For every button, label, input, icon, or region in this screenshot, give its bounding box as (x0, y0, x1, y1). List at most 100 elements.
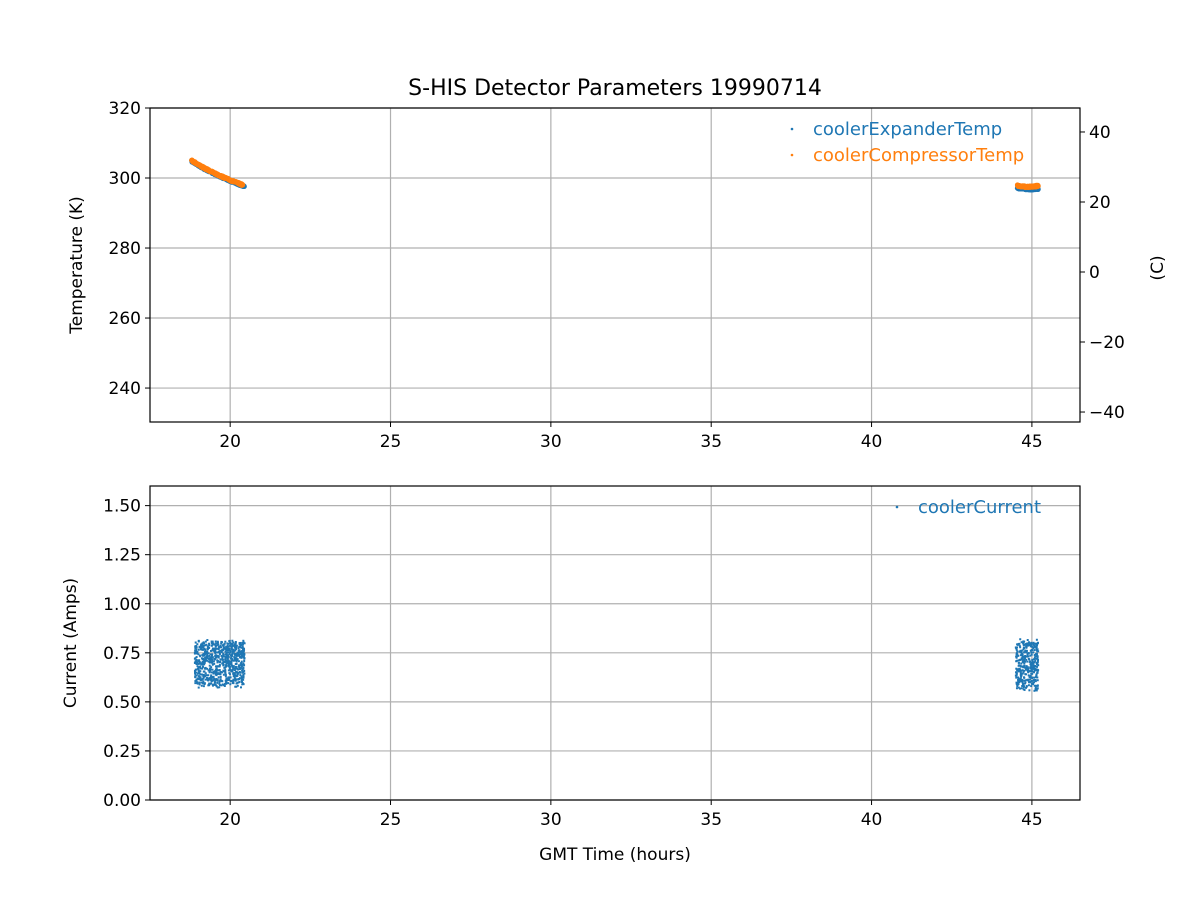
data-point-coolerCurrent (227, 676, 230, 679)
data-point-coolerCurrent (213, 662, 216, 665)
data-point-coolerCurrent (1032, 643, 1035, 646)
data-point-coolerCurrent (214, 647, 217, 650)
data-point-coolerCurrent (1016, 653, 1019, 656)
data-point-coolerCurrent (231, 650, 234, 653)
data-point-coolerCurrent (1019, 665, 1022, 668)
data-point-coolerCurrent (238, 664, 241, 667)
data-point-coolerCurrent (195, 678, 198, 681)
data-point-coolerCurrent (216, 640, 219, 643)
data-point-coolerCurrent (232, 641, 235, 644)
data-point-coolerCurrent (1025, 655, 1028, 658)
data-point-coolerCurrent (197, 639, 200, 642)
data-point-coolerCurrent (1032, 662, 1035, 665)
data-point-coolerCurrent (1033, 644, 1036, 647)
data-point-coolerCurrent (203, 661, 206, 664)
data-point-coolerCurrent (211, 647, 214, 650)
data-point-coolerCurrent (1028, 675, 1031, 678)
y-axis-label-current: Current (Amps) (61, 578, 81, 708)
data-point-coolerCurrent (224, 668, 227, 671)
data-point-coolerCurrent (224, 682, 227, 685)
data-point-coolerCurrent (1025, 658, 1028, 661)
data-point-coolerCurrent (1034, 687, 1037, 690)
data-point-coolerCurrent (198, 661, 201, 664)
data-point-coolerCurrent (233, 653, 236, 656)
data-point-coolerCurrent (1018, 669, 1021, 672)
x-tick-label: 45 (1021, 810, 1043, 830)
data-point-coolerCurrent (1035, 665, 1038, 668)
data-point-coolerCurrent (1026, 666, 1029, 669)
data-point-coolerCurrent (1025, 665, 1028, 668)
data-point-coolerCurrent (198, 672, 201, 675)
data-point-coolerCurrent (202, 644, 205, 647)
data-point-coolerCurrent (1030, 679, 1033, 682)
data-point-coolerCurrent (1025, 685, 1028, 688)
data-point-coolerCurrent (217, 647, 220, 650)
data-point-coolerCurrent (1033, 676, 1036, 679)
data-point-coolerCurrent (208, 658, 211, 661)
legend-marker (790, 153, 794, 157)
data-point-coolerCurrent (229, 654, 232, 657)
data-point-coolerCurrent (214, 640, 217, 643)
data-point-coolerCurrent (1019, 668, 1022, 671)
data-point-coolerCurrent (193, 670, 196, 673)
data-point-coolerCurrent (198, 683, 201, 686)
data-point-coolerCurrent (204, 678, 207, 681)
data-point-coolerCurrent (218, 681, 221, 684)
data-point-coolerCurrent (224, 675, 227, 678)
data-point-coolerCurrent (233, 676, 236, 679)
data-point-coolerCurrent (202, 654, 205, 657)
y-tick-label: 320 (109, 99, 141, 119)
data-point-coolerCurrent (1016, 685, 1019, 688)
data-point-coolerCurrent (208, 646, 211, 649)
data-point-coolerCurrent (216, 681, 219, 684)
data-point-coolerCurrent (234, 640, 237, 643)
data-point-coolerCurrent (1031, 670, 1034, 673)
data-point-coolerCurrent (203, 651, 206, 654)
data-point-coolerCurrent (204, 672, 207, 675)
data-point-coolerCurrent (213, 678, 216, 681)
x-tick-label: 30 (540, 810, 562, 830)
data-point-coolerCurrent (239, 674, 242, 677)
data-point-coolerCurrent (1034, 678, 1037, 681)
data-point-coolerCurrent (209, 653, 212, 656)
data-point-coolerCurrent (230, 648, 233, 651)
data-point-coolerCurrent (235, 648, 238, 651)
data-point-coolerCurrent (202, 648, 205, 651)
data-point-coolerCurrent (214, 665, 217, 668)
data-point-coolerCurrent (228, 660, 231, 663)
data-point-coolerCurrent (229, 649, 232, 652)
data-point-coolerCurrent (238, 646, 241, 649)
data-point-coolerCurrent (238, 650, 241, 653)
x-tick-label: 40 (861, 432, 883, 452)
data-point-coolerCurrent (195, 651, 198, 654)
data-point-coolerCurrent (228, 663, 231, 666)
data-point-coolerCurrent (1030, 645, 1033, 648)
data-point-coolerCurrent (241, 646, 244, 649)
data-point-coolerCurrent (193, 661, 196, 664)
data-point-coolerCurrent (205, 674, 208, 677)
y-tick-label: 0.00 (103, 791, 141, 811)
data-point-coolerCurrent (219, 660, 222, 663)
data-point-coolerCurrent (224, 659, 227, 662)
data-point-coolerCurrent (1023, 679, 1026, 682)
data-point-coolerCurrent (1019, 671, 1022, 674)
data-point-coolerCurrent (206, 678, 209, 681)
data-point-coolerCurrent (1025, 646, 1028, 649)
data-point-coolerCurrent (213, 657, 216, 660)
data-point-coolerCurrent (224, 666, 227, 669)
data-point-coolerCurrent (1033, 665, 1036, 668)
data-point-coolerCurrent (1029, 674, 1032, 677)
data-point-coolerCurrent (206, 653, 209, 656)
data-point-coolerCurrent (207, 669, 210, 672)
data-point-coolerCurrent (221, 656, 224, 659)
data-point-coolerCurrent (207, 657, 210, 660)
data-point-coolerCurrent (200, 645, 203, 648)
data-point-coolerCurrent (227, 651, 230, 654)
data-point-coolerCurrent (202, 676, 205, 679)
data-point-coolerCurrent (241, 683, 244, 686)
data-point-coolerCurrent (218, 686, 221, 689)
data-point-coolerCurrent (215, 673, 218, 676)
data-point-coolerCurrent (222, 652, 225, 655)
